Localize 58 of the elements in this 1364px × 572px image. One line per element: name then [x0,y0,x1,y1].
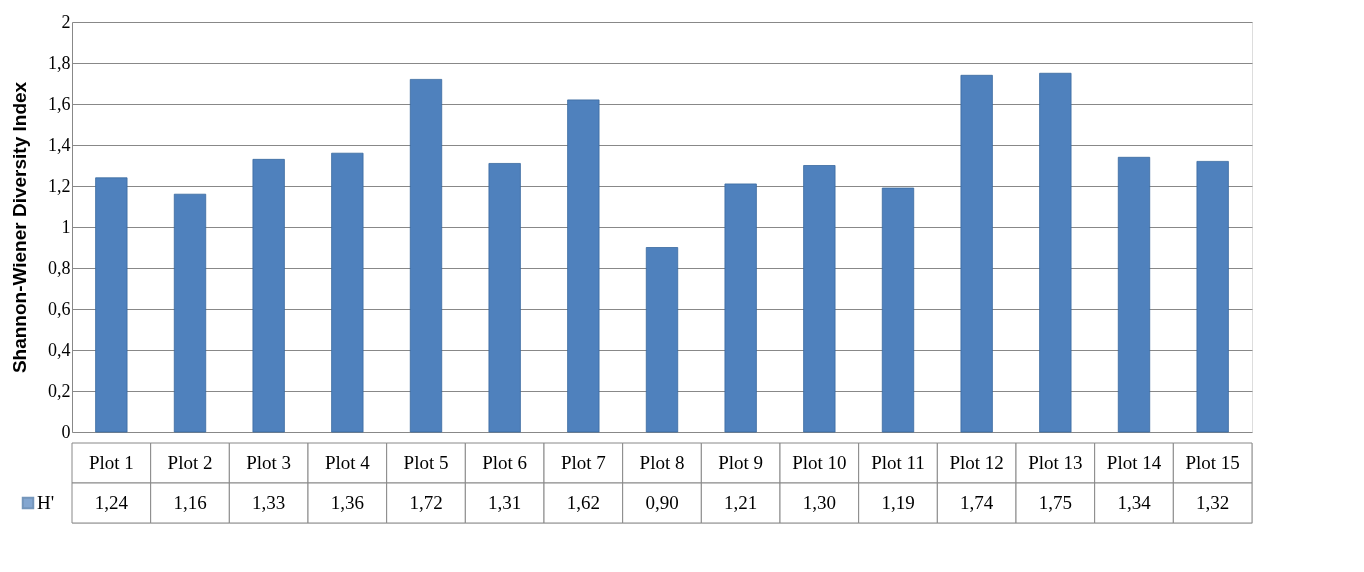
bar [95,177,128,433]
y-tick-label: 0,6 [48,298,71,319]
data-label: 1,36 [330,492,364,513]
bar [331,152,364,433]
x-tick-label: Plot 1 [88,452,134,473]
y-tick-label: 1,8 [48,52,71,73]
y-tick-label: 2 [61,11,71,32]
y-axis-title: Shannon-Wiener Diversity Index [9,81,30,374]
y-tick-label: 0,2 [48,380,71,401]
bar [567,99,600,433]
bar [173,193,207,433]
y-tick-label: 1,6 [48,93,71,114]
x-tick-label: Plot 12 [949,452,1004,473]
bar [252,158,285,433]
x-tick-label: Plot 2 [167,452,213,473]
bar [803,165,836,433]
bar [645,247,679,433]
x-tick-label: Plot 7 [560,452,606,473]
data-label: 1,24 [94,492,129,513]
data-label: 1,34 [1117,492,1152,513]
data-label: 0,90 [645,492,679,513]
y-tick-label: 1,2 [48,175,71,196]
bar [1117,156,1151,433]
data-label: 1,32 [1196,492,1230,513]
bar [1196,161,1229,433]
bar [724,183,757,433]
y-tick-label: 1,4 [48,134,71,155]
data-label: 1,16 [173,492,207,513]
y-tick-label: 0,8 [48,257,71,278]
data-label: 1,19 [881,492,915,513]
data-label: 1,62 [566,492,600,513]
y-tick-label: 0 [61,421,71,442]
data-label: 1,21 [724,492,758,513]
x-tick-label: Plot 6 [482,452,528,473]
legend-label: H' [37,492,55,513]
bar [488,163,521,433]
x-tick-label: Plot 8 [639,452,685,473]
x-tick-label: Plot 14 [1106,452,1162,473]
data-label: 1,30 [802,492,836,513]
data-label: 1,74 [960,492,994,513]
bar [881,187,915,433]
x-tick-label: Plot 11 [871,452,925,473]
y-tick-label: 1 [61,216,71,237]
bar [1039,72,1072,433]
x-tick-label: Plot 4 [324,452,371,473]
data-label: 1,31 [488,492,522,513]
data-label: 1,75 [1038,492,1072,513]
x-tick-label: Plot 3 [246,452,292,473]
x-tick-label: Plot 15 [1185,452,1240,473]
data-label: 1,33 [252,492,286,513]
data-label: 1,72 [409,492,443,513]
x-tick-label: Plot 10 [792,452,847,473]
y-tick-label: 0,4 [48,339,71,360]
bar [409,79,443,433]
bar [960,74,993,433]
x-tick-label: Plot 5 [403,452,449,473]
x-tick-label: Plot 9 [718,452,764,473]
x-tick-label: Plot 13 [1028,452,1083,473]
